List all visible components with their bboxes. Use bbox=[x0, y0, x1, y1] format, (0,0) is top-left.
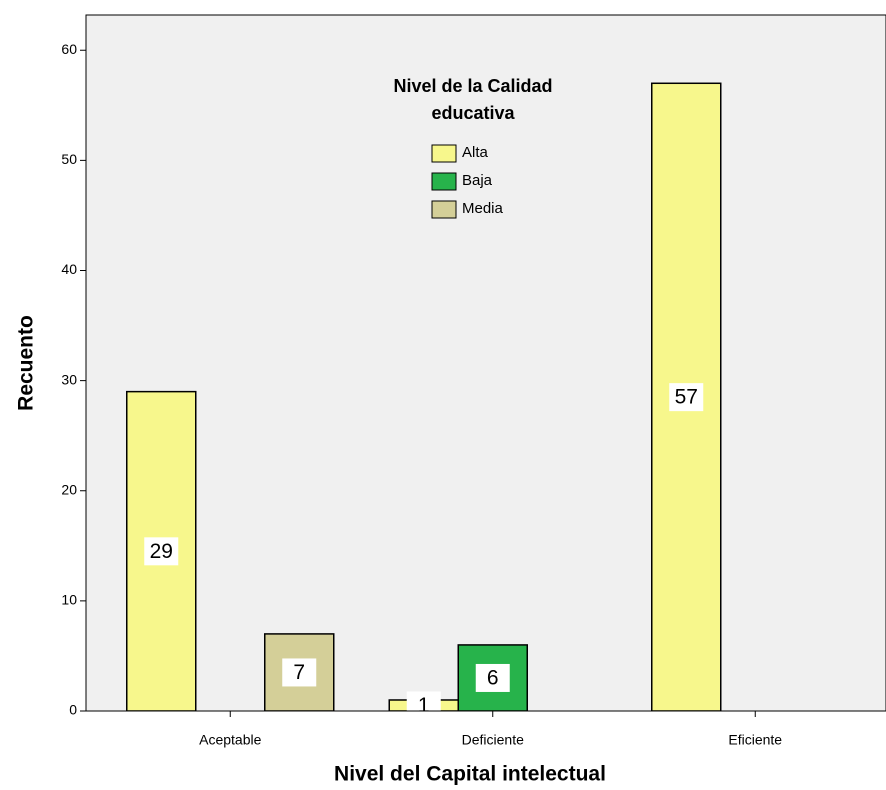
legend-title: Nivel de la Calidad bbox=[393, 76, 552, 96]
x-tick-label: Aceptable bbox=[199, 732, 261, 748]
value-label: 7 bbox=[293, 661, 305, 684]
value-label: 57 bbox=[675, 386, 698, 409]
value-label: 1 bbox=[418, 694, 430, 717]
legend-swatch bbox=[431, 200, 457, 219]
value-label: 29 bbox=[150, 540, 173, 563]
x-tick-label: Deficiente bbox=[462, 732, 524, 748]
x-axis-label: Nivel del Capital intelectual bbox=[334, 763, 606, 786]
value-label-bg bbox=[282, 658, 317, 687]
y-tick-label: 60 bbox=[61, 41, 77, 57]
y-tick-label: 0 bbox=[69, 702, 77, 718]
legend-title: educativa bbox=[431, 103, 515, 123]
bars: 29 7 1 6 57 bbox=[126, 82, 722, 717]
value-label-bg bbox=[669, 383, 704, 412]
y-tick-label: 30 bbox=[61, 371, 77, 387]
y-tick-label: 10 bbox=[61, 592, 77, 608]
legend-label: Baja bbox=[462, 172, 493, 189]
value-label-bg bbox=[144, 537, 179, 566]
x-tick-label: Eficiente bbox=[728, 732, 782, 748]
y-tick-label: 40 bbox=[61, 261, 77, 277]
legend-swatch bbox=[431, 144, 457, 163]
legend-label: Alta bbox=[462, 144, 489, 161]
legend-swatch bbox=[431, 172, 457, 191]
y-tick-label: 20 bbox=[61, 481, 77, 497]
value-label-bg bbox=[475, 663, 510, 692]
legend-label: Media bbox=[462, 200, 504, 217]
value-label: 6 bbox=[487, 667, 499, 690]
y-tick-label: 50 bbox=[61, 151, 77, 167]
plot-area bbox=[85, 14, 886, 712]
y-axis-label: Recuento bbox=[15, 315, 38, 411]
value-label-bg bbox=[406, 691, 441, 711]
